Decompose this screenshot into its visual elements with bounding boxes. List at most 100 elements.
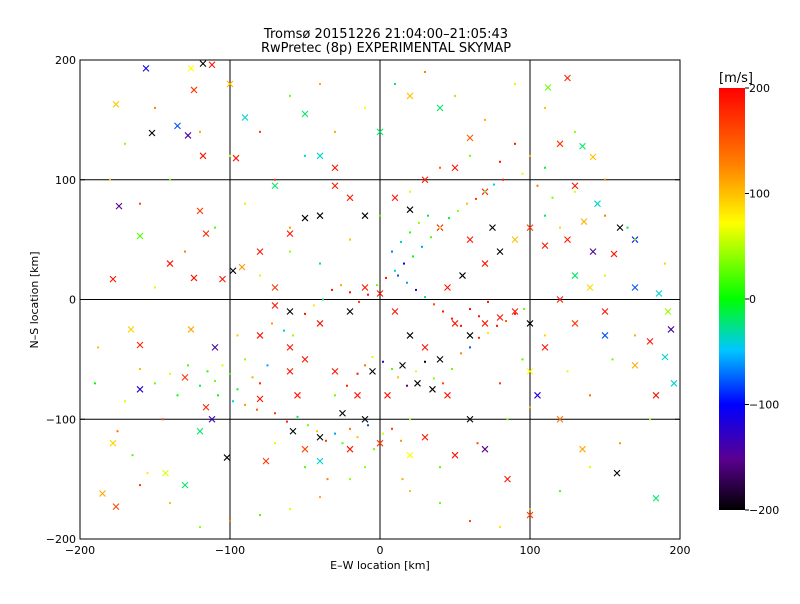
data-point-dot [551,196,554,199]
grid-lines [80,60,680,539]
data-point-x-stroke [112,503,120,511]
data-point-dot [433,303,435,306]
data-point-x-stroke [187,326,195,333]
data-point-x-stroke [534,391,541,399]
data-point-x [589,153,597,161]
data-point-dot [139,367,141,370]
data-point-x-stroke [526,224,534,232]
data-point-x [181,373,189,381]
data-point-x [496,314,504,321]
data-point-dot [376,284,378,287]
data-point-x [241,114,249,121]
data-point-x-stroke [184,132,192,139]
data-point-x-stroke [391,194,399,202]
data-point-x-stroke [414,379,421,387]
data-point-x [174,122,181,130]
data-point-x [489,224,496,232]
data-point-dot [371,355,374,358]
data-point-x-stroke [421,176,429,184]
data-point-x-stroke [208,415,216,423]
data-point-x [187,64,195,72]
data-point-x-stroke [564,236,571,244]
data-point-dot [313,304,315,307]
data-point-dot [124,400,126,403]
data-point-x [571,272,579,279]
data-point-dot [356,372,359,375]
data-point-x [162,469,169,477]
data-point-x-stroke [616,224,624,232]
data-point-x-stroke [346,308,354,315]
data-point-x [444,391,451,399]
data-point-dot [292,334,294,337]
data-point-x-stroke [589,153,597,161]
data-point-x-stroke [219,275,226,283]
data-point-dot [322,298,324,301]
data-point-dot [169,372,171,375]
data-point-dot [460,324,462,327]
data-point-dot [274,178,276,181]
data-point-dot [559,490,561,493]
data-point-dot [415,288,417,291]
data-point-x-stroke [481,320,489,327]
data-point-x [511,236,519,244]
x-tick-label: −100 [215,544,245,557]
data-point-x [556,140,564,148]
data-point-x [421,344,429,351]
data-point-dot [439,502,441,505]
data-point-x [202,230,210,238]
data-point-dot [409,231,411,234]
data-point-dot [544,106,546,109]
data-point-x [571,320,579,327]
data-point-x-stroke [190,274,198,282]
data-points [94,60,678,529]
data-point-dot [430,236,432,239]
data-point-x [229,267,237,275]
data-point-dot [382,360,384,363]
data-point-x-stroke [613,469,621,477]
data-point-x-stroke [262,457,270,465]
data-point-x [184,132,192,139]
data-point-x-stroke [294,391,301,399]
data-point-x-stroke [631,361,639,369]
data-point-dot [439,166,441,169]
x-tick-label: 100 [520,544,541,557]
data-point-dot [478,336,480,339]
data-point-x [655,290,663,297]
data-point-dot [331,288,333,291]
data-point-x-stroke [667,326,675,333]
data-point-x-stroke [316,433,324,441]
data-point-dot [334,130,336,133]
data-point-dot [529,406,531,409]
data-point-dot [544,214,546,217]
data-point-dot [421,245,423,248]
data-point-dot [469,346,471,349]
data-point-x-stroke [115,202,123,210]
data-point-dot [523,308,525,311]
data-point-x-stroke [196,207,204,215]
data-point-x [196,207,204,215]
data-point-dot [409,190,411,193]
data-point-x [148,129,156,137]
data-point-dot [391,427,393,430]
data-point-x-stroke [556,296,564,303]
data-point-x-stroke [112,100,120,108]
data-point-x [331,182,339,190]
data-point-x-stroke [589,248,597,255]
data-point-x-stroke [271,302,279,309]
data-point-x [384,391,391,399]
data-point-x [429,385,436,393]
data-point-x-stroke [376,290,384,297]
data-point-x [564,74,571,82]
data-point-dot [412,255,414,258]
data-point-x-stroke [436,355,444,363]
data-point-x [199,60,207,67]
data-point-x-stroke [451,164,459,172]
data-point-x-stroke [601,332,609,339]
data-point-dot [499,526,501,529]
data-point-x-stroke [316,212,324,220]
data-point-x-stroke [316,320,324,327]
data-point-dot [454,94,456,97]
data-point-x [406,206,414,214]
colorbar-label: [m/s] [719,71,753,86]
data-point-dot [409,418,411,421]
